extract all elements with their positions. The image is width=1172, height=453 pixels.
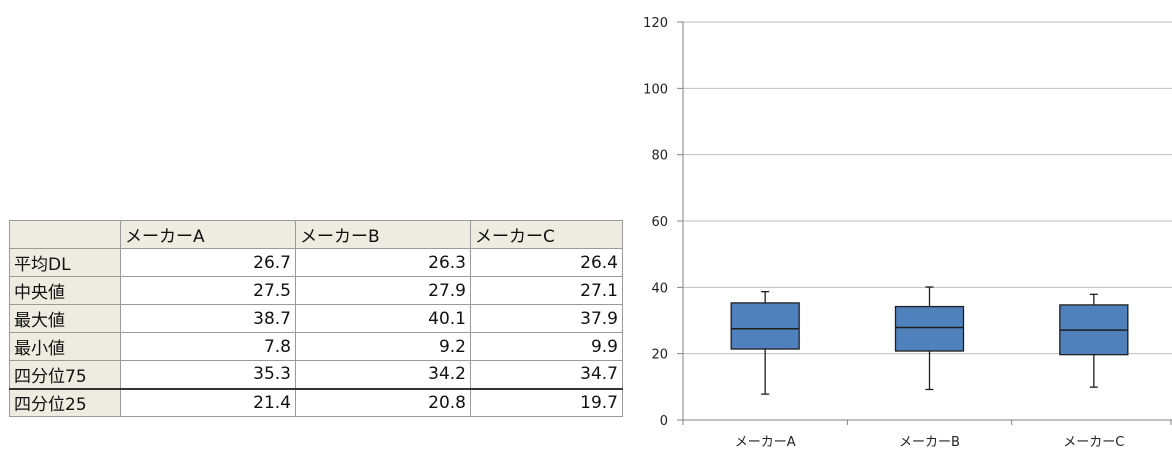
column-header: メーカーC: [470, 220, 623, 249]
y-tick-label: 40: [651, 281, 668, 296]
box-iqr: [730, 302, 800, 350]
y-tick-label: 20: [651, 348, 668, 363]
row-label: 最大値: [9, 304, 121, 333]
y-tick-label: 120: [643, 16, 668, 31]
x-category-label: メーカーA: [735, 435, 796, 450]
row-label: 中央値: [9, 276, 121, 305]
stats-table: メーカーA メーカーB メーカーC 平均DL 26.7 26.3 26.4 中央…: [9, 220, 623, 417]
table-cell: 21.4: [120, 387, 296, 417]
table-cell: 20.8: [295, 387, 471, 417]
table-row: 平均DL 26.7 26.3 26.4: [9, 248, 623, 277]
column-header: メーカーB: [295, 220, 471, 249]
y-tick-label: 60: [651, 215, 668, 230]
box-iqr: [894, 305, 965, 352]
row-label: 四分位25: [9, 387, 121, 417]
y-tick-label: 0: [660, 414, 668, 429]
table-cell: 9.9: [470, 332, 623, 361]
table-corner-cell: [9, 220, 121, 249]
table-cell: 37.9: [470, 304, 623, 333]
table-cell: 35.3: [120, 360, 296, 389]
row-label: 四分位75: [9, 360, 121, 389]
y-tick-label: 80: [651, 149, 668, 164]
boxes: [730, 286, 1129, 395]
table-cell: 34.7: [470, 360, 623, 389]
table-row: 四分位25 21.4 20.8 19.7: [9, 387, 623, 417]
table-cell: 26.3: [295, 248, 471, 277]
x-category-label: メーカーB: [899, 435, 960, 450]
table-cell: 19.7: [470, 387, 623, 417]
axis-labels: 0 20 40 60 80 100 120 メーカーA メーカーB メーカーC: [643, 16, 1124, 450]
table-row: 四分位75 35.3 34.2 34.7: [9, 360, 623, 389]
table-cell: 7.8: [120, 332, 296, 361]
table-row: 中央値 27.5 27.9 27.1: [9, 276, 623, 305]
table-cell: 26.7: [120, 248, 296, 277]
y-tick-label: 100: [643, 82, 668, 97]
table-row: 最大値 38.7 40.1 37.9: [9, 304, 623, 333]
axes: [677, 21, 1172, 425]
table-cell: 9.2: [295, 332, 471, 361]
x-category-label: メーカーC: [1063, 435, 1124, 450]
